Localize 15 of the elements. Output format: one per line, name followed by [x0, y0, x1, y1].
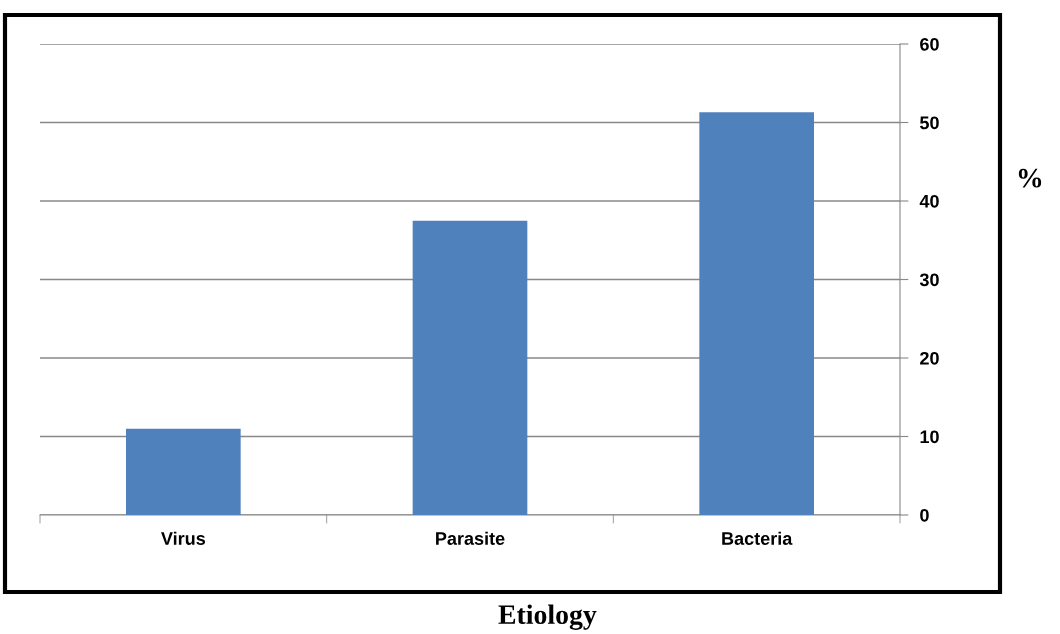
x-tick-label: Virus — [161, 531, 206, 545]
y-tick-label: 20 — [920, 351, 939, 365]
bar — [699, 112, 814, 515]
x-axis-title: Etiology — [498, 604, 597, 630]
bar — [412, 220, 528, 515]
y-tick-label: 30 — [919, 273, 939, 287]
y-tick-label: 40 — [919, 194, 939, 208]
y-tick-label: 10 — [920, 430, 939, 444]
y-tick-label: 0 — [920, 508, 929, 522]
y-axis-title: % — [1018, 168, 1042, 188]
x-tick-label: Parasite — [436, 531, 505, 545]
y-tick-label: 60 — [920, 37, 939, 51]
x-tick-label: Bacteria — [722, 531, 793, 545]
bar — [126, 428, 241, 515]
y-tick-label: 50 — [920, 116, 939, 130]
